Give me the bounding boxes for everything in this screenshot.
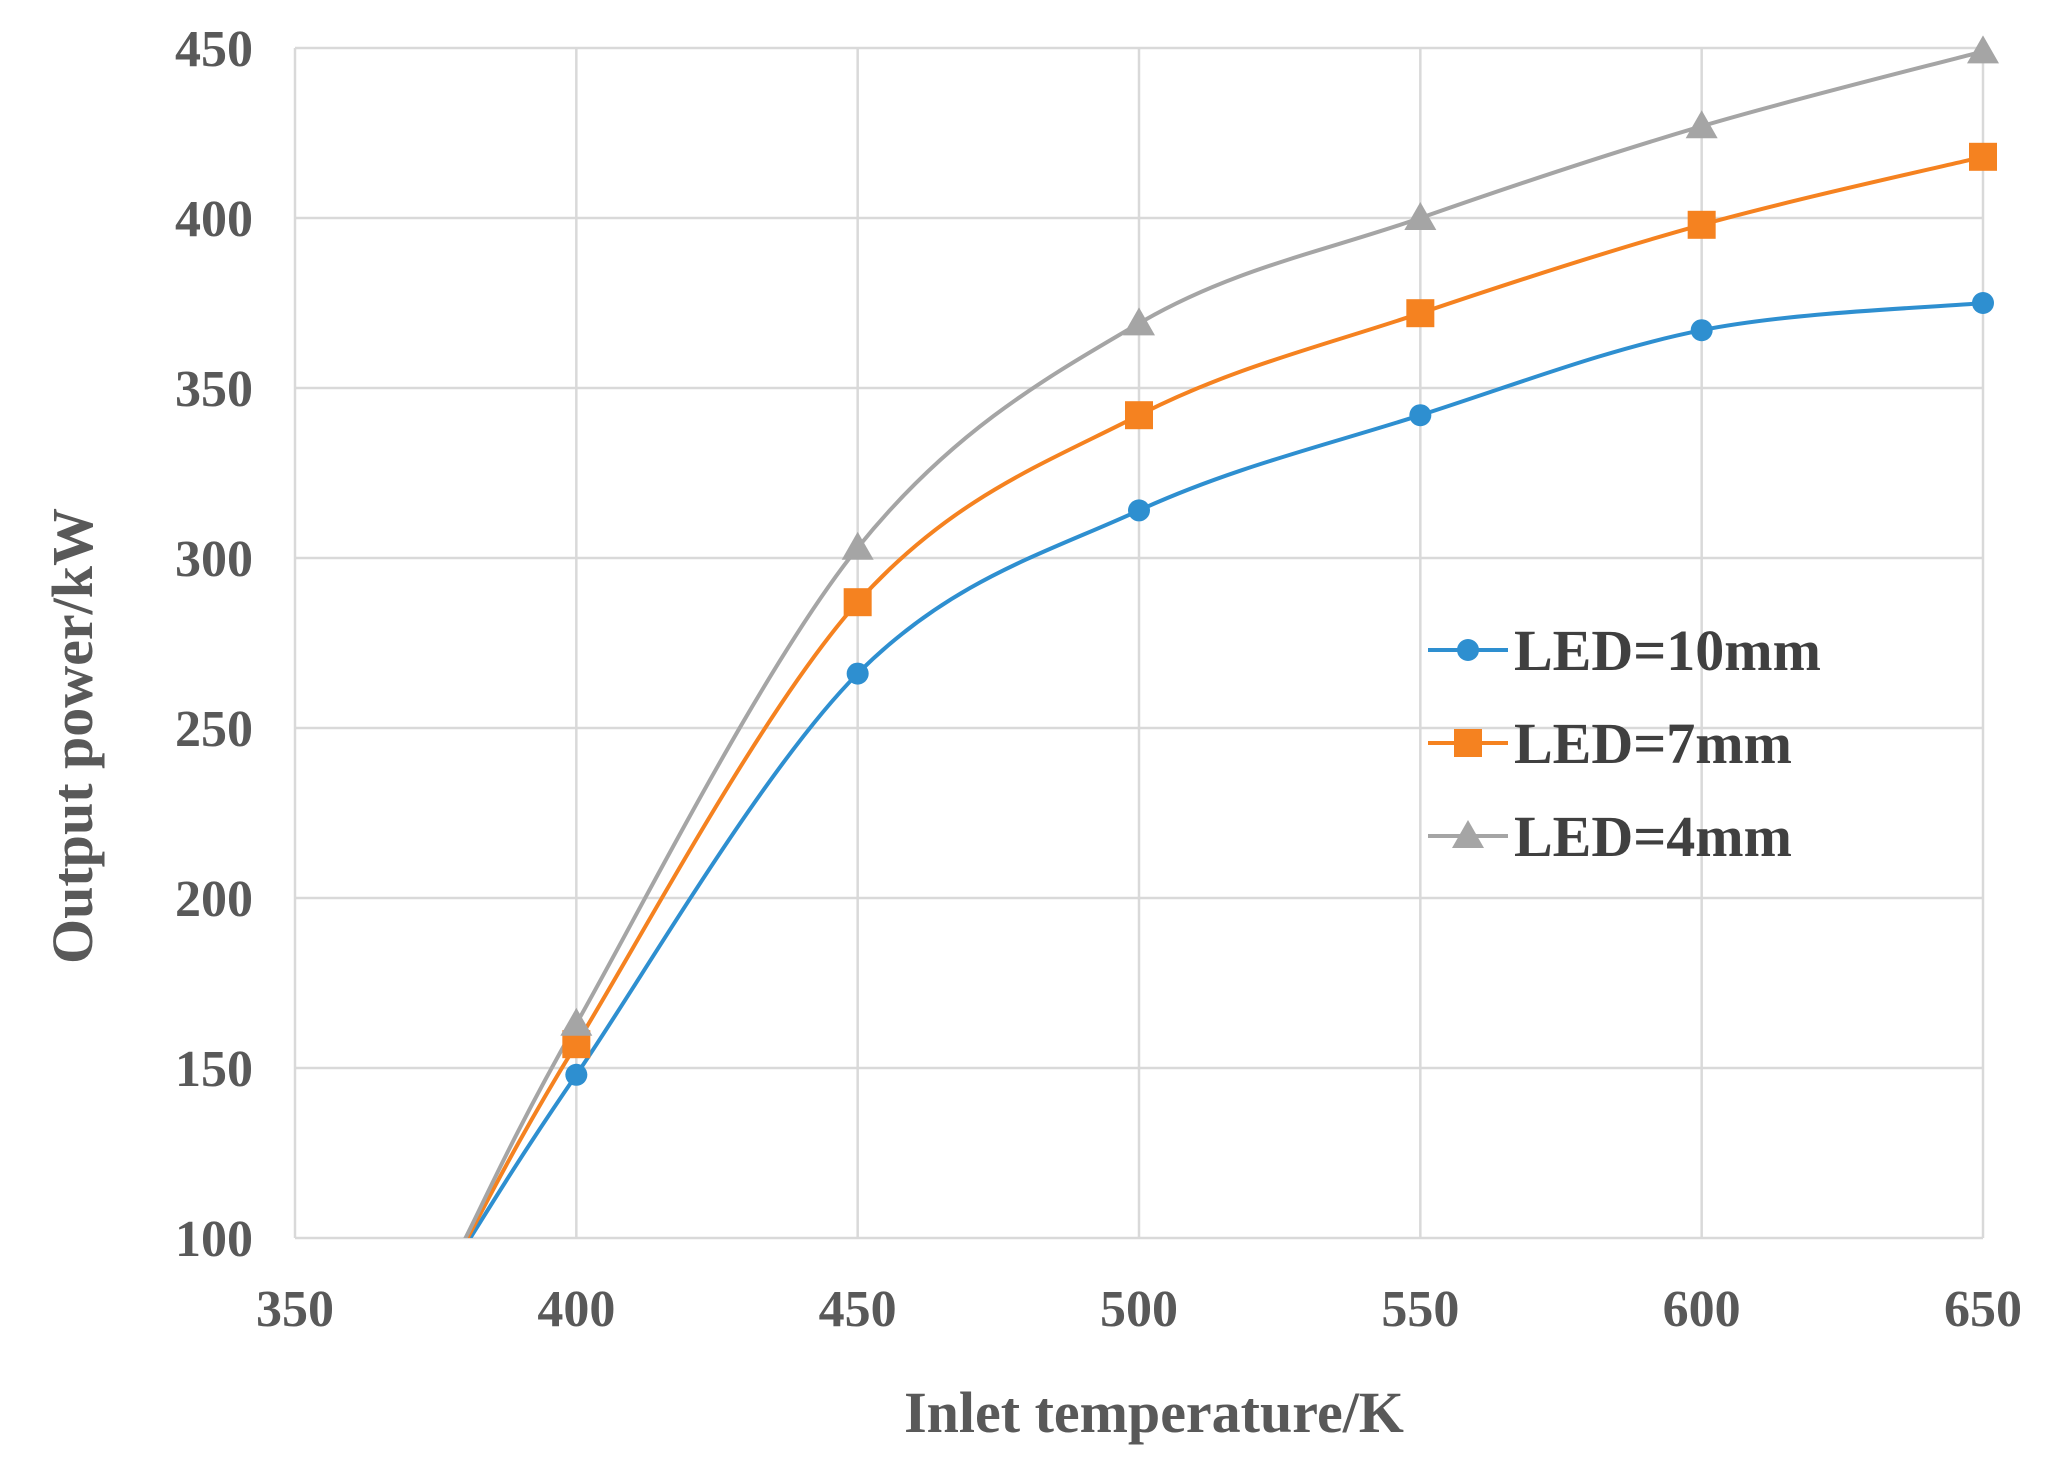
data-point-0-650 — [1972, 292, 1994, 314]
legend-label-2: LED=4mm — [1514, 804, 1792, 869]
data-point-2-500 — [1123, 307, 1155, 336]
data-point-1-650 — [1969, 142, 1997, 171]
data-point-2-400 — [560, 1007, 593, 1036]
x-axis-title: Inlet temperature/K — [904, 1380, 1404, 1445]
legend-marker-2 — [1452, 820, 1484, 848]
data-markers — [560, 35, 1999, 1086]
legend-marker-1 — [1454, 729, 1482, 757]
x-tick-label-500: 500 — [1100, 1281, 1178, 1338]
data-point-0-550 — [1409, 404, 1432, 427]
data-point-2-550 — [1404, 202, 1437, 230]
y-tick-label-300: 300 — [175, 531, 253, 588]
y-tick-label-250: 250 — [175, 701, 253, 758]
x-tick-label-400: 400 — [537, 1281, 615, 1338]
data-point-1-450 — [843, 588, 872, 617]
legend-marker-0 — [1457, 639, 1479, 661]
x-tick-label-550: 550 — [1381, 1281, 1459, 1338]
y-tick-label-150: 150 — [175, 1041, 253, 1098]
legend-label-1: LED=7mm — [1514, 711, 1792, 776]
data-point-2-450 — [841, 531, 874, 560]
data-point-0-450 — [846, 662, 869, 685]
y-tick-label-100: 100 — [175, 1211, 253, 1268]
data-point-2-650 — [1967, 35, 1999, 64]
data-point-1-600 — [1687, 210, 1716, 239]
data-point-0-600 — [1690, 319, 1713, 342]
axis-ticks: 350 400 450 500 550 600 650 100 150 200 250 300 350 4… — [175, 21, 2022, 1338]
y-tick-label-350: 350 — [175, 361, 253, 418]
x-tick-label-350: 350 — [256, 1281, 334, 1338]
data-point-1-550 — [1406, 299, 1435, 328]
y-axis-title: Output power/kW — [40, 508, 105, 964]
data-point-1-500 — [1125, 401, 1153, 430]
data-point-0-500 — [1128, 499, 1150, 522]
legend-label-0: LED=10mm — [1514, 618, 1821, 683]
x-tick-label-650: 650 — [1944, 1281, 2022, 1338]
x-tick-label-600: 600 — [1663, 1281, 1741, 1338]
y-tick-label-450: 450 — [175, 21, 253, 78]
data-point-2-600 — [1685, 110, 1718, 139]
legend: LED=10mm LED=7mm LED=4mm — [1428, 618, 1821, 869]
x-tick-label-450: 450 — [819, 1281, 897, 1338]
y-tick-label-400: 400 — [175, 191, 253, 248]
data-point-0-400 — [565, 1063, 588, 1086]
y-tick-label-200: 200 — [175, 871, 253, 928]
